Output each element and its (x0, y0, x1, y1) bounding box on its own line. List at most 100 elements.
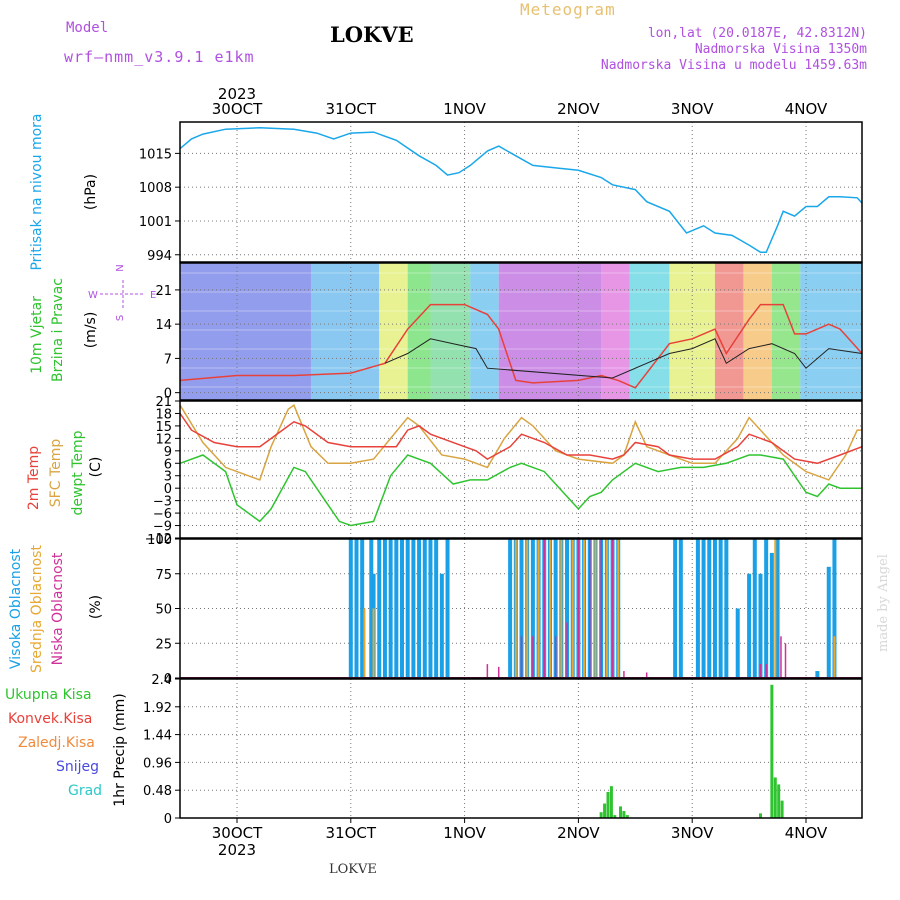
pressure-axis-title: Pritisak na nivou mora (29, 113, 45, 270)
high-cloud-bar (678, 539, 683, 678)
precip-bar (777, 784, 781, 818)
low-cloud-bar (780, 636, 782, 678)
precip-bar (770, 684, 774, 818)
high-cloud-bar (377, 539, 382, 678)
lonlat-label: lon,lat (20.0187E, 42.8312N) (647, 26, 867, 41)
wind-speed-line (384, 338, 863, 379)
wind-barb-band (310, 263, 380, 400)
high-cloud-bar (832, 539, 837, 678)
y-tick-label: 50 (155, 603, 172, 618)
high-cloud-bar (382, 539, 387, 678)
low-cloud-bar (645, 672, 648, 678)
sfc-axis-title: SFC Temp (48, 439, 64, 508)
y-tick-label: 1015 (139, 147, 172, 162)
low-cloud-bar (765, 664, 767, 678)
low-cloud-bar (486, 664, 489, 678)
bottom-day-label: 2NOV (557, 824, 600, 842)
high-cloud-bar (769, 552, 774, 678)
low-cloud-bar (577, 539, 580, 678)
low-cloud-bar (566, 622, 568, 678)
mid-cloud-bar (514, 539, 517, 678)
model-name: wrf–nmm_v3.9.1 e1km (64, 48, 255, 66)
precip-bar (609, 786, 613, 818)
y-tick-label: 0.96 (143, 756, 172, 771)
y-tick-label: 9 (164, 445, 172, 460)
y-tick-label: 6 (164, 457, 172, 472)
high-cloud-bar (360, 539, 365, 678)
y-tick-label: 0 (164, 482, 172, 497)
high-cloud-bar (724, 539, 729, 678)
dewpt-temp-line (179, 454, 862, 527)
pressure-unit-label: (hPa) (83, 174, 99, 210)
wind-barb-band (714, 263, 744, 400)
high-cloud-bar (439, 573, 444, 678)
y-tick-label: 1008 (139, 181, 172, 196)
precip-bar (773, 777, 777, 818)
conv-rain-legend: Konvek.Kisa (8, 711, 92, 727)
precip-bar (613, 815, 617, 818)
high-cloud-bar (712, 539, 717, 678)
high-cloud-axis-title: Visoka Oblacnost (8, 548, 24, 669)
total-rain-legend: Ukupna Kisa (5, 687, 92, 703)
mid-cloud-bar (372, 608, 375, 678)
high-cloud-bar (695, 539, 700, 678)
high-cloud-bar (422, 539, 427, 678)
wind-barb-band (771, 263, 801, 400)
mid-cloud-bar (560, 539, 563, 678)
bottom-day-label: 30OCT (212, 824, 263, 842)
meteogram-title: Meteogram (520, 0, 616, 19)
y-tick-label: 0.48 (143, 784, 172, 799)
y-tick-label: −6 (153, 507, 172, 522)
high-cloud-bar (417, 539, 422, 678)
y-tick-label: 14 (155, 318, 172, 333)
mid-cloud-bar (605, 539, 608, 678)
mid-cloud-bar (833, 636, 836, 678)
high-cloud-bar (445, 539, 450, 678)
precip-bar (619, 806, 623, 818)
high-cloud-bar (411, 539, 416, 678)
high-cloud-bar (348, 539, 353, 678)
snow-legend: Snijeg (56, 759, 99, 775)
high-cloud-bar (826, 566, 831, 678)
wind-barb-band (470, 263, 499, 400)
top-day-label: 2NOV (557, 100, 600, 118)
precip-bar (606, 791, 610, 818)
high-cloud-bar (707, 539, 712, 678)
top-year-label: 2023 (218, 85, 256, 103)
wind-unit-label: (m/s) (83, 312, 99, 349)
top-day-label: 31OCT (326, 100, 377, 118)
bottom-day-label: 3NOV (671, 824, 714, 842)
wind-barb-band (379, 263, 408, 400)
y-tick-label: 25 (155, 637, 172, 652)
grad-legend: Grad (68, 783, 102, 799)
precip-bar (758, 813, 762, 818)
mid-cloud-bar (617, 539, 620, 678)
y-tick-label: −3 (153, 495, 172, 510)
high-cloud-bar (394, 539, 399, 678)
top-day-label: 1NOV (443, 100, 486, 118)
top-day-label: 30OCT (212, 100, 263, 118)
low-cloud-bar (759, 664, 762, 678)
wind-barb-band (407, 263, 431, 400)
y-tick-label: 75 (155, 568, 172, 583)
y-tick-label: 12 (155, 432, 172, 447)
high-cloud-bar (519, 539, 524, 678)
low-cloud-axis-title: Niska Oblacnost (50, 552, 66, 665)
y-tick-label: 18 (155, 407, 172, 422)
cloud-unit-label: (%) (88, 595, 104, 619)
wind-compass-west: W (88, 290, 98, 301)
precip-bar (622, 811, 626, 818)
low-cloud-bar (532, 636, 534, 678)
high-cloud-bar (718, 539, 723, 678)
high-cloud-bar (565, 539, 570, 678)
precip-bar (780, 800, 784, 818)
y-tick-label: 21 (155, 395, 172, 410)
elevation-label: Nadmorska Visina 1350m (694, 42, 867, 57)
y-tick-label: 15 (155, 420, 172, 435)
wind-barb-band (800, 263, 862, 400)
top-day-label: 3NOV (671, 100, 714, 118)
bottom-day-label: 1NOV (443, 824, 486, 842)
wind-compass-south: S (115, 315, 126, 321)
site-title: LOKVE (330, 22, 414, 47)
